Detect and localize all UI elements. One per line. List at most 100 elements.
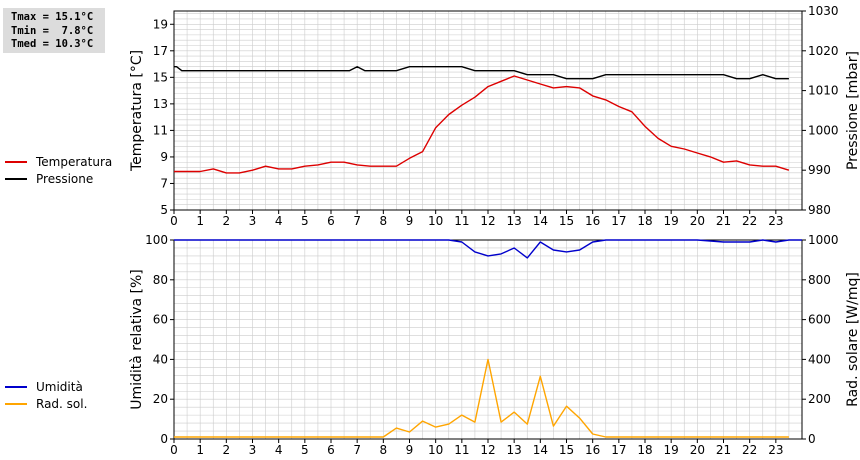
- legend-top: Temperatura Pressione: [5, 153, 112, 187]
- series-line-umidita: [174, 239, 802, 259]
- y-right-axis-title: Pressione [mbar]: [845, 51, 860, 170]
- x-tick-label: 7: [353, 214, 361, 228]
- y-left-tick-label: 20: [153, 392, 168, 406]
- y-left-tick-label: 15: [153, 70, 168, 84]
- y-left-axis-title: Temperatura [°C]: [129, 50, 145, 172]
- y-left-tick-label: 80: [153, 273, 168, 287]
- x-tick-label: 6: [327, 443, 335, 457]
- x-tick-label: 3: [249, 214, 257, 228]
- x-tick-label: 12: [480, 214, 495, 228]
- y-left-tick-label: 19: [153, 17, 168, 31]
- x-tick-label: 9: [406, 214, 414, 228]
- x-tick-label: 18: [637, 214, 652, 228]
- x-tick-label: 4: [275, 443, 283, 457]
- stats-box: Tmax = 15.1°C Tmin = 7.8°C Tmed = 10.3°C: [3, 8, 105, 53]
- x-tick-label: 17: [611, 214, 626, 228]
- x-tick-label: 11: [454, 443, 469, 457]
- x-tick-label: 13: [507, 443, 522, 457]
- legend-swatch-temperatura: [5, 160, 27, 163]
- x-tick-label: 13: [507, 214, 522, 228]
- y-right-tick-label: 200: [808, 392, 831, 406]
- x-tick-label: 2: [223, 443, 231, 457]
- x-tick-label: 17: [611, 443, 626, 457]
- legend-label-temperatura: Temperatura: [36, 154, 113, 169]
- y-right-tick-label: 800: [808, 273, 831, 287]
- x-tick-label: 8: [380, 443, 388, 457]
- x-tick-label: 10: [428, 214, 443, 228]
- x-tick-label: 16: [585, 443, 600, 457]
- y-left-tick-label: 0: [160, 432, 168, 446]
- y-right-tick-label: 1030: [808, 4, 839, 18]
- x-tick-label: 22: [742, 214, 757, 228]
- legend-item-temperatura: Temperatura: [5, 153, 112, 170]
- y-right-tick-label: 990: [808, 163, 831, 177]
- y-right-tick-label: 1010: [808, 84, 839, 98]
- x-tick-label: 6: [327, 214, 335, 228]
- y-left-tick-label: 60: [153, 313, 168, 327]
- y-right-tick-label: 0: [808, 432, 816, 446]
- tmin-text: Tmin = 7.8°C: [11, 24, 94, 37]
- y-left-tick-label: 5: [160, 203, 168, 217]
- legend-label-pressione: Pressione: [36, 171, 94, 186]
- x-tick-label: 2: [223, 214, 231, 228]
- x-tick-label: 3: [249, 443, 257, 457]
- x-tick-label: 16: [585, 214, 600, 228]
- x-tick-label: 23: [768, 443, 783, 457]
- x-tick-label: 20: [690, 443, 705, 457]
- x-tick-label: 1: [196, 214, 204, 228]
- legend-item-rad-sol: Rad. sol.: [5, 395, 87, 412]
- x-tick-label: 4: [275, 214, 283, 228]
- x-tick-label: 10: [428, 443, 443, 457]
- x-tick-label: 20: [690, 214, 705, 228]
- x-tick-label: 11: [454, 214, 469, 228]
- x-tick-label: 15: [559, 443, 574, 457]
- x-tick-label: 21: [716, 214, 731, 228]
- legend-swatch-pressione: [5, 177, 27, 180]
- y-left-axis-title: Umidità relativa [%]: [129, 269, 145, 410]
- x-tick-label: 18: [637, 443, 652, 457]
- x-tick-label: 14: [533, 443, 548, 457]
- y-left-tick-label: 13: [153, 97, 168, 111]
- legend-bottom: Umidità Rad. sol.: [5, 378, 87, 412]
- y-right-tick-label: 1000: [808, 123, 839, 137]
- legend-label-umidita: Umidità: [36, 379, 83, 394]
- legend-swatch-rad-sol: [5, 402, 27, 405]
- x-tick-label: 5: [301, 443, 309, 457]
- y-right-tick-label: 600: [808, 313, 831, 327]
- legend-item-pressione: Pressione: [5, 170, 112, 187]
- x-tick-label: 19: [664, 214, 679, 228]
- series-line-pressione: [174, 65, 789, 80]
- x-tick-label: 15: [559, 214, 574, 228]
- x-tick-label: 22: [742, 443, 757, 457]
- y-right-tick-label: 1020: [808, 44, 839, 58]
- y-right-tick-label: 400: [808, 352, 831, 366]
- x-tick-label: 14: [533, 214, 548, 228]
- y-left-tick-label: 40: [153, 352, 168, 366]
- y-left-tick-label: 7: [160, 176, 168, 190]
- y-right-axis-title: Rad. solare [W/mq]: [845, 272, 860, 407]
- x-tick-label: 9: [406, 443, 414, 457]
- tmed-text: Tmed = 10.3°C: [11, 38, 94, 50]
- x-tick-label: 23: [768, 214, 783, 228]
- y-right-tick-label: 980: [808, 203, 831, 217]
- y-left-tick-label: 9: [160, 150, 168, 164]
- series-line-rad-sol: [174, 358, 789, 438]
- x-tick-label: 0: [170, 443, 178, 457]
- legend-item-umidita: Umidità: [5, 378, 87, 395]
- y-right-tick-label: 1000: [808, 233, 839, 247]
- x-tick-label: 8: [380, 214, 388, 228]
- y-left-tick-label: 17: [153, 44, 168, 58]
- x-tick-label: 21: [716, 443, 731, 457]
- x-tick-label: 7: [353, 443, 361, 457]
- y-left-tick-label: 11: [153, 123, 168, 137]
- legend-label-rad-sol: Rad. sol.: [36, 396, 88, 411]
- x-tick-label: 5: [301, 214, 309, 228]
- x-tick-label: 12: [480, 443, 495, 457]
- y-left-tick-label: 100: [145, 233, 168, 247]
- x-tick-label: 0: [170, 214, 178, 228]
- series-line-temperatura: [174, 75, 790, 174]
- tmax-text: Tmax = 15.1°C: [11, 11, 94, 23]
- x-tick-label: 1: [196, 443, 204, 457]
- x-tick-label: 19: [664, 443, 679, 457]
